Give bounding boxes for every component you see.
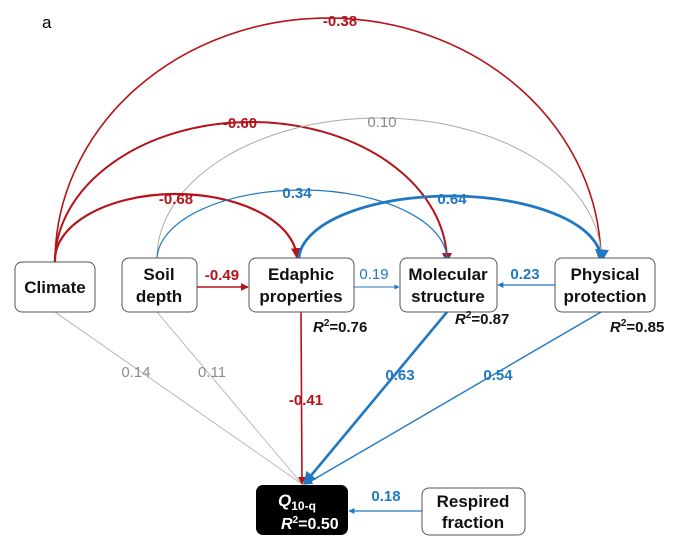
coef-label: 0.34 xyxy=(282,185,312,202)
svg-text:Molecular: Molecular xyxy=(408,265,488,284)
path-climate-physical xyxy=(54,17,605,263)
svg-text:Climate: Climate xyxy=(24,278,85,297)
path-edaphic-physical xyxy=(297,194,609,264)
node-climate: Climate xyxy=(14,261,96,313)
path-soil-q10 xyxy=(156,311,303,485)
path-molecular-q10 xyxy=(303,311,448,485)
panel-label: a xyxy=(42,13,52,32)
r2-molecular: R2=0.87 xyxy=(455,310,509,328)
coef-label: -0.41 xyxy=(289,392,323,409)
coef-label: 0.18 xyxy=(371,488,400,505)
r2-edaphic: R2=0.76 xyxy=(313,318,367,336)
path-edaphic-q10 xyxy=(297,311,306,485)
svg-text:properties: properties xyxy=(259,287,342,306)
coef-label: 0.19 xyxy=(359,266,388,283)
svg-text:structure: structure xyxy=(411,287,485,306)
node-q10: Q10-q R2=0.50 xyxy=(256,485,348,535)
coef-label: -0.68 xyxy=(159,191,193,208)
coef-label: 0.14 xyxy=(121,364,150,381)
coef-label: 0.10 xyxy=(367,114,396,131)
coef-label: -0.38 xyxy=(323,13,357,30)
svg-text:Physical: Physical xyxy=(571,265,640,284)
svg-text:Q10-q: Q10-q xyxy=(278,491,316,513)
path-climate-molecular xyxy=(54,121,452,263)
node-edaphic-properties: Edaphic properties xyxy=(248,257,355,313)
coef-label: 0.64 xyxy=(437,191,467,208)
svg-text:Edaphic: Edaphic xyxy=(268,265,334,284)
svg-text:protection: protection xyxy=(563,287,646,306)
path-soil-molecular xyxy=(156,189,451,263)
coef-label: 0.54 xyxy=(483,367,513,384)
svg-text:Respired: Respired xyxy=(437,492,510,511)
svg-text:fraction: fraction xyxy=(442,513,504,532)
svg-text:R2=0.50: R2=0.50 xyxy=(281,515,339,533)
node-soil-depth: Soil depth xyxy=(121,257,198,313)
path-soil-physical xyxy=(156,117,604,259)
path-physical-q10 xyxy=(305,311,602,485)
path-climate-q10 xyxy=(54,311,303,485)
path-climate-edaphic xyxy=(53,192,302,263)
coef-label: 0.11 xyxy=(198,364,226,381)
svg-text:depth: depth xyxy=(136,287,182,306)
coef-label: 0.63 xyxy=(385,367,414,384)
node-physical-protection: Physical protection xyxy=(554,257,656,313)
coef-label: -0.49 xyxy=(205,267,239,284)
svg-text:Soil: Soil xyxy=(143,265,174,284)
coef-label: -0.60 xyxy=(223,115,257,132)
node-molecular-structure: Molecular structure xyxy=(399,257,498,313)
coef-label: 0.23 xyxy=(510,266,539,283)
r2-physical: R2=0.85 xyxy=(610,318,664,336)
node-respired-fraction: Respired fraction xyxy=(421,487,526,536)
